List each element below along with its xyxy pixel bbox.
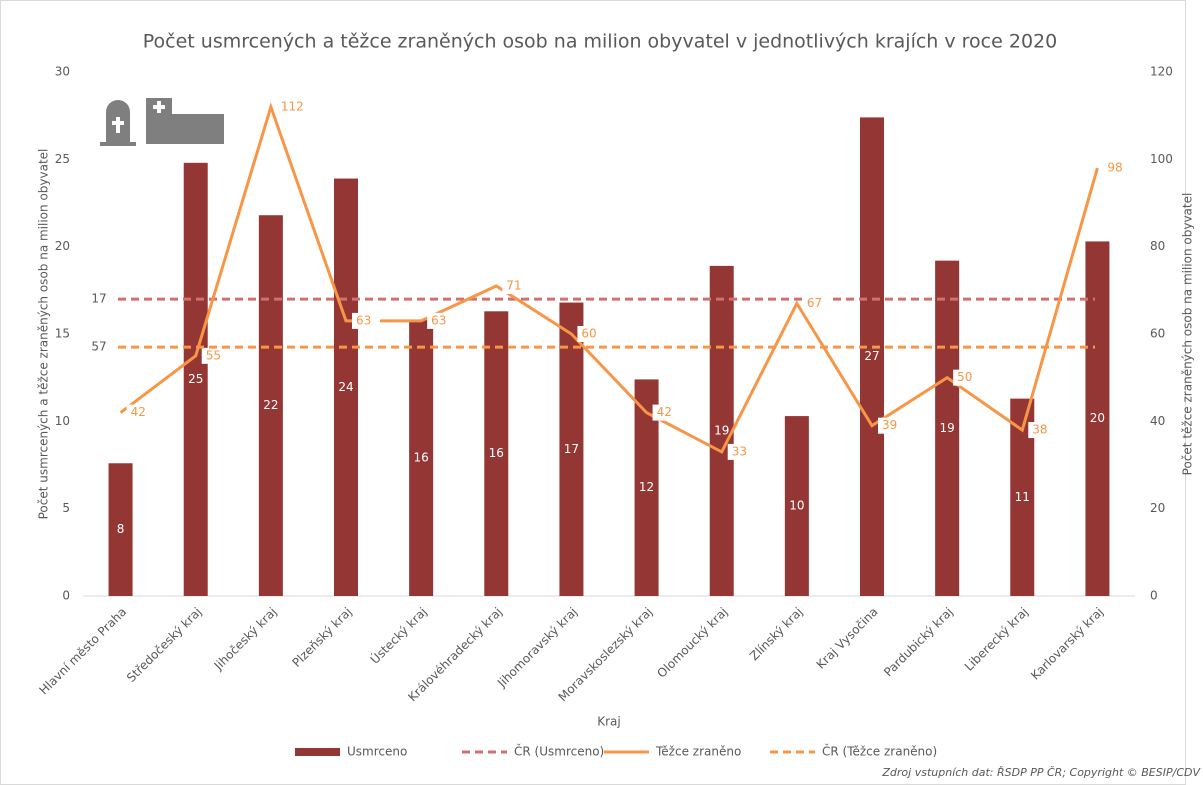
hospital-wing: [172, 114, 224, 144]
legend-label: ČR (Usmrceno): [514, 744, 604, 759]
tombstone-base: [100, 142, 136, 146]
icons: [100, 98, 224, 146]
reference-label: 57: [91, 340, 106, 354]
chart-title: Počet usmrcených a těžce zraněných osob …: [143, 31, 1057, 53]
bar: [258, 215, 283, 596]
legend-swatch: [295, 748, 340, 756]
y2-tick-label: 40: [1150, 414, 1165, 428]
y-tick-label: 15: [55, 327, 70, 341]
bar-value-label: 10: [789, 499, 804, 513]
line-value-label: 60: [581, 327, 596, 341]
line-value-label: 33: [732, 444, 747, 458]
label-background: [201, 347, 230, 364]
source-note: Zdroj vstupních dat: ŘSDP PP ČR; Copyrig…: [881, 766, 1201, 779]
bar: [334, 178, 358, 596]
line-value-label: 39: [882, 418, 897, 432]
label-background: [427, 312, 456, 329]
y-tick-label: 5: [62, 501, 70, 515]
cross: [112, 121, 124, 125]
y-axis-title: Počet usmrcených a těžce zraněných osob …: [37, 149, 51, 520]
bar: [1010, 398, 1035, 596]
bar: [484, 311, 509, 596]
y-tick-label: 20: [55, 239, 70, 253]
legend-label: Těžce zraněno: [655, 745, 741, 759]
label-background: [802, 295, 831, 312]
y-tick-label: 10: [55, 414, 70, 428]
bar-value-label: 16: [489, 446, 504, 460]
line-value-label: 63: [431, 313, 446, 327]
label-background: [727, 443, 756, 460]
bar-value-label: 17: [564, 442, 579, 456]
bar-value-label: 16: [414, 451, 429, 465]
label-background: [126, 404, 155, 421]
bar: [709, 265, 734, 596]
bar-value-label: 27: [864, 349, 879, 363]
bar: [559, 302, 584, 596]
bar-value-label: 8: [117, 522, 125, 536]
line-value-label: 38: [1032, 423, 1047, 437]
bar-value-label: 11: [1015, 490, 1030, 504]
bar: [108, 463, 133, 596]
bar: [183, 162, 208, 596]
reference-label: 17: [91, 292, 106, 306]
label-background: [953, 369, 982, 386]
line-value-label: 112: [281, 99, 304, 113]
y2-tick-label: 20: [1150, 501, 1165, 515]
bar-value-label: 19: [940, 421, 955, 435]
label-background: [502, 277, 531, 294]
line-value-label: 50: [957, 370, 972, 384]
bar: [935, 260, 960, 596]
label-background: [878, 417, 906, 434]
y2-tick-label: 0: [1150, 589, 1158, 603]
label-background: [652, 404, 681, 421]
bar-value-label: 12: [639, 480, 654, 494]
x-axis-title: Kraj: [597, 715, 621, 729]
line-value-label: 55: [206, 348, 221, 362]
label-background: [352, 312, 380, 329]
bar: [1085, 241, 1110, 596]
y-tick-label: 30: [55, 65, 70, 79]
y2-tick-label: 60: [1150, 327, 1165, 341]
y-tick-label: 25: [55, 152, 70, 166]
y2-tick-label: 100: [1150, 152, 1173, 166]
line: [119, 102, 1099, 454]
bar: [409, 320, 434, 596]
line-value-label: 63: [356, 313, 371, 327]
line-value-label: 71: [506, 278, 521, 292]
label-background: [1028, 422, 1057, 439]
legend-label: ČR (Těžce zraněno): [822, 744, 937, 759]
cross: [153, 105, 165, 109]
label-background: [577, 326, 606, 342]
label-background: [1103, 160, 1132, 177]
bar-value-label: 25: [188, 372, 203, 386]
bar-value-label: 24: [338, 380, 353, 394]
line-value-label: 42: [131, 405, 146, 419]
line-value-label: 42: [657, 405, 672, 419]
legend-label: Usmrceno: [347, 745, 407, 759]
bar-value-label: 22: [263, 398, 278, 412]
bar: [860, 117, 884, 596]
label-background: [276, 98, 305, 115]
y2-axis-title: Počet těžce zraněných osob na milion oby…: [1181, 193, 1195, 476]
bar-value-label: 20: [1090, 411, 1105, 425]
line-value-label: 67: [807, 296, 822, 310]
y-tick-label: 0: [62, 589, 70, 603]
bar-value-label: 19: [714, 423, 729, 437]
line-value-label: 98: [1107, 161, 1122, 175]
y2-tick-label: 80: [1150, 239, 1165, 253]
y2-tick-label: 120: [1150, 65, 1173, 79]
bar: [784, 416, 809, 596]
